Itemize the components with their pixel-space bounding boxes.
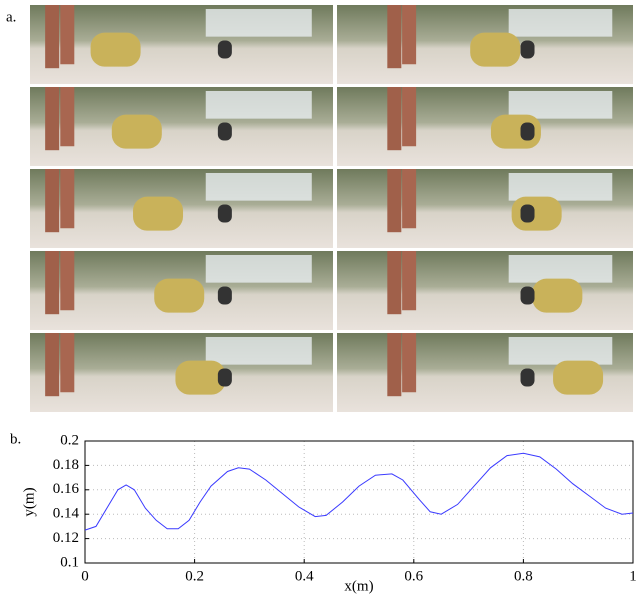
leg [402,5,417,65]
leg [60,251,75,311]
device [520,40,535,59]
x-tick-label: 0.2 [185,568,204,584]
leg [45,5,60,69]
leg [402,251,417,311]
robot [111,114,162,149]
window [508,173,613,201]
device [217,286,232,305]
window [205,337,312,365]
x-tick-label: 1 [629,568,637,584]
y-tick-label: 0.16 [53,481,80,497]
leg [45,87,60,151]
x-tick-label: 0.6 [404,568,423,584]
leg [387,251,402,315]
robot [511,196,562,231]
x-tick-label: 0.4 [295,568,314,584]
leg [387,169,402,233]
device [217,204,232,223]
leg [402,169,417,229]
x-axis-label: x(m) [344,578,373,594]
robot [90,32,141,67]
panel-label: a. [6,9,16,25]
y-tick-label: 0.1 [60,554,79,570]
window [508,9,613,37]
device [520,286,535,305]
y-tick-label: 0.14 [53,506,80,522]
window [205,255,312,283]
leg [60,169,75,229]
leg [387,333,402,397]
panel-label: b. [10,431,21,447]
leg [60,87,75,147]
window [508,255,613,283]
robot [470,32,521,67]
robot [553,360,604,395]
leg [45,333,60,397]
y-tick-label: 0.12 [53,530,79,546]
robot [154,278,205,313]
device [217,40,232,59]
leg [402,333,417,393]
x-tick-label: 0.8 [514,568,533,584]
y-tick-label: 0.18 [53,457,79,473]
plot-area [85,441,633,563]
device [520,122,535,141]
robot [133,196,184,231]
window [205,91,312,119]
data-line [84,452,634,531]
y-tick-label: 0.2 [60,432,79,448]
window [508,91,613,119]
axes-box [84,440,634,564]
robot [532,278,583,313]
window [205,9,312,37]
device [520,368,535,387]
x-tick-label: 0 [81,568,89,584]
leg [402,87,417,147]
device [520,204,535,223]
leg [60,5,75,65]
y-axis-label: y(m) [21,487,37,516]
window [205,173,312,201]
robot [175,360,226,395]
device [217,122,232,141]
leg [60,333,75,393]
leg [387,5,402,69]
leg [45,169,60,233]
leg [45,251,60,315]
photo-grid [30,5,633,412]
window [508,337,613,365]
leg [387,87,402,151]
device [217,368,232,387]
